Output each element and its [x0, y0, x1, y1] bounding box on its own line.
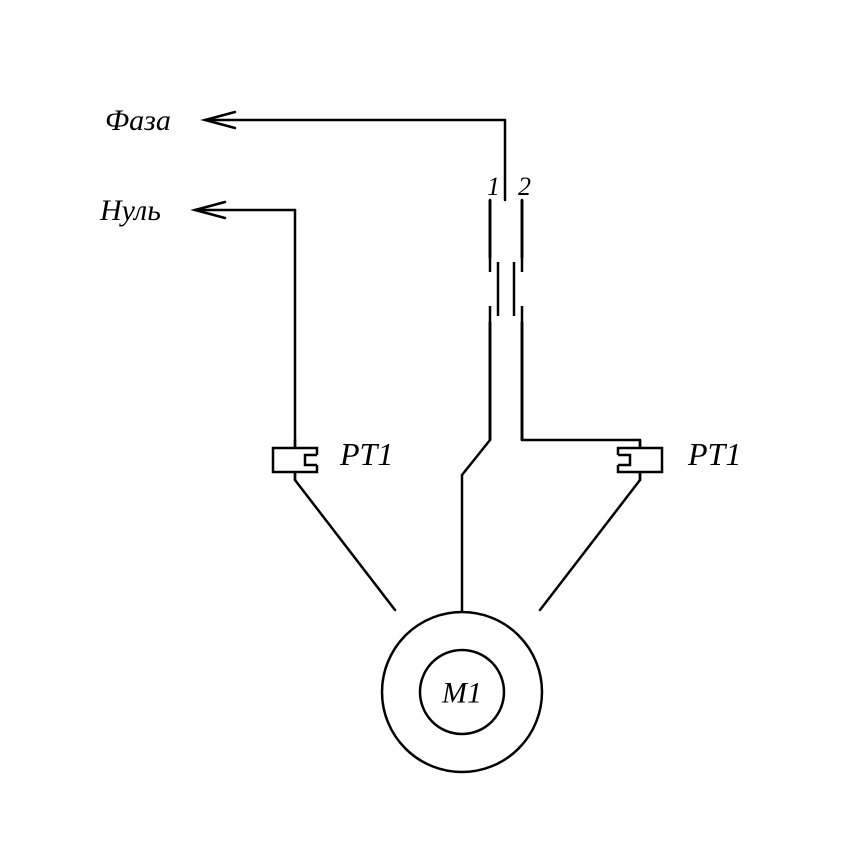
label-motor: M1 — [441, 677, 482, 710]
wire-center_branch_from_left_cap — [462, 440, 490, 475]
pt1-left-block — [273, 448, 317, 472]
label-terminal2: 2 — [518, 172, 531, 201]
schematic-canvas: Фаза Нуль 12 PT1 PT1 M1 — [0, 0, 852, 850]
label-terminal1: 1 — [487, 172, 500, 201]
wire-right_to_motor — [540, 480, 640, 610]
label-pt1_left: PT1 — [339, 436, 393, 472]
wire-left_to_motor — [295, 480, 395, 610]
label-phase: Фаза — [105, 104, 171, 137]
label-neutral: Нуль — [99, 194, 161, 227]
labels-layer: Фаза Нуль 12 PT1 PT1 M1 — [99, 104, 741, 710]
label-pt1_right: PT1 — [687, 436, 741, 472]
wires-layer — [195, 120, 640, 612]
pt1-right-block — [618, 448, 662, 472]
